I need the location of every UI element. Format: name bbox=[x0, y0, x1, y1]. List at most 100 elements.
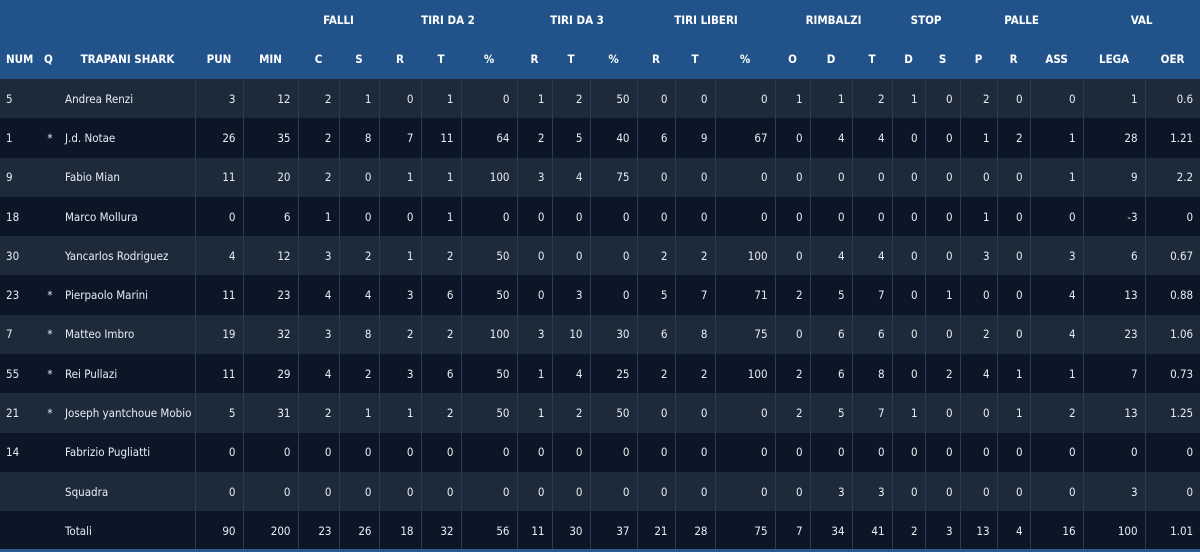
stat-cell: 0 bbox=[551, 432, 591, 472]
stat-cell: 1 bbox=[891, 393, 926, 433]
stat-cell: 0 bbox=[714, 196, 776, 237]
stat-cell: 0 bbox=[809, 196, 853, 237]
stat-cell: 2 bbox=[996, 118, 1031, 158]
stat-cell: 5 bbox=[809, 393, 853, 433]
stat-cell: 1 bbox=[297, 196, 339, 237]
column-header[interactable]: TRAPANI SHARK bbox=[80, 52, 175, 67]
column-header[interactable]: S bbox=[355, 52, 363, 67]
stat-cell: 0 bbox=[959, 471, 998, 512]
stat-cell: 0 bbox=[714, 471, 776, 512]
stat-cell: 6 bbox=[636, 118, 676, 158]
table-row: 5 Andrea Renzi 3 12 2 1 0 1 0 1 2 50 0 0 0 1 1 2 1 0 2 0 0 1 0.6 bbox=[0, 79, 1200, 119]
player-number: 21 bbox=[6, 406, 20, 421]
column-header[interactable]: T bbox=[868, 52, 876, 67]
column-header[interactable]: PUN bbox=[206, 52, 232, 67]
stat-cell: 12 bbox=[242, 79, 298, 119]
stat-cell: 1 bbox=[516, 79, 553, 119]
starter-marker: * bbox=[47, 288, 53, 303]
player-name[interactable]: Fabrizio Pugliatti bbox=[65, 445, 151, 460]
group-header-falli: FALLI bbox=[323, 12, 354, 27]
column-header[interactable]: C bbox=[314, 52, 323, 67]
stat-cell: 0 bbox=[297, 471, 339, 512]
stat-cell: 0 bbox=[714, 79, 776, 119]
stat-cell: 0 bbox=[516, 196, 553, 237]
stat-cell: 2 bbox=[420, 236, 462, 276]
player-name[interactable]: Rei Pullazi bbox=[65, 366, 118, 381]
column-header[interactable]: % bbox=[483, 52, 495, 67]
column-header[interactable]: D bbox=[904, 52, 913, 67]
column-header[interactable]: D bbox=[826, 52, 836, 67]
column-header[interactable]: R bbox=[530, 52, 539, 67]
player-name[interactable]: Pierpaolo Marini bbox=[65, 288, 149, 303]
stat-cell: 3 bbox=[1029, 236, 1084, 276]
starter-marker: * bbox=[47, 130, 53, 145]
stat-cell: 3 bbox=[959, 236, 998, 276]
stat-cell: 6 bbox=[242, 196, 298, 237]
column-header[interactable]: T bbox=[437, 52, 445, 67]
stat-cell: 3 bbox=[194, 79, 243, 119]
stat-cell: 8 bbox=[674, 314, 716, 355]
player-number: 18 bbox=[6, 209, 20, 224]
column-header[interactable]: R bbox=[652, 52, 660, 67]
column-header[interactable]: % bbox=[608, 52, 619, 67]
stat-cell: 1 bbox=[378, 157, 422, 197]
player-name[interactable]: Marco Mollura bbox=[65, 209, 138, 224]
stat-cell: 2 bbox=[297, 118, 339, 158]
player-name[interactable]: Joseph yantchoue Mobio bbox=[65, 406, 192, 421]
player-name[interactable]: J.d. Notae bbox=[65, 130, 116, 145]
stat-cell: 23 bbox=[1082, 314, 1146, 355]
stat-cell: 0 bbox=[959, 275, 998, 315]
stat-cell: 100 bbox=[1082, 511, 1146, 551]
column-header[interactable]: NUM bbox=[6, 52, 34, 67]
column-header[interactable]: Q bbox=[44, 52, 53, 67]
stat-cell: 5 bbox=[809, 275, 853, 315]
stat-cell: 0 bbox=[636, 393, 676, 433]
stat-cell: 2 bbox=[420, 314, 462, 355]
player-name[interactable]: Andrea Renzi bbox=[65, 91, 134, 106]
column-header[interactable]: S bbox=[938, 52, 947, 67]
stat-cell: 9 bbox=[674, 118, 716, 158]
column-header[interactable]: R bbox=[396, 52, 404, 67]
stat-cell: 100 bbox=[714, 354, 776, 394]
column-header[interactable]: OER bbox=[1160, 52, 1185, 67]
stat-cell: 2 bbox=[297, 393, 339, 433]
column-header-row: NUM Q TRAPANI SHARK PUN MIN C S R T% R T% R T% O D T D S P… bbox=[0, 39, 1200, 79]
stat-cell: 67 bbox=[714, 118, 776, 158]
stat-cell: 6 bbox=[420, 275, 462, 315]
starter-marker: * bbox=[47, 366, 53, 381]
stat-cell: 2.2 bbox=[1144, 157, 1200, 197]
column-header[interactable]: T bbox=[691, 52, 699, 67]
column-header[interactable]: MIN bbox=[259, 52, 282, 67]
column-header[interactable]: ASS bbox=[1045, 52, 1068, 67]
stat-cell: 4 bbox=[551, 354, 591, 394]
stat-cell: 1 bbox=[891, 79, 926, 119]
stat-cell: 0 bbox=[1144, 471, 1200, 512]
player-number: 7 bbox=[6, 327, 13, 342]
column-header[interactable]: P bbox=[974, 52, 983, 67]
stat-cell: 0 bbox=[1029, 79, 1084, 119]
stat-cell: 0 bbox=[1029, 432, 1084, 472]
column-header[interactable]: LEGA bbox=[1099, 52, 1130, 67]
column-header[interactable]: T bbox=[567, 52, 575, 67]
stat-cell: 1.21 bbox=[1144, 118, 1200, 158]
stat-cell: 0 bbox=[338, 157, 380, 197]
stat-cell: 0 bbox=[891, 196, 926, 237]
stat-cell: 4 bbox=[996, 511, 1031, 551]
column-header[interactable]: O bbox=[788, 52, 797, 67]
player-name[interactable]: Fabio Mian bbox=[65, 170, 120, 185]
column-header[interactable]: R bbox=[1009, 52, 1018, 67]
stat-cell: 0 bbox=[851, 432, 893, 472]
player-name[interactable]: Matteo Imbro bbox=[65, 327, 135, 342]
stat-cell: 71 bbox=[714, 275, 776, 315]
column-header[interactable]: % bbox=[739, 52, 751, 67]
stat-cell: 3 bbox=[516, 314, 553, 355]
stat-cell: 7 bbox=[851, 393, 893, 433]
stat-cell: 0 bbox=[891, 471, 926, 512]
stat-cell: 11 bbox=[194, 275, 243, 315]
stat-cell: 64 bbox=[460, 118, 518, 158]
player-name[interactable]: Yancarlos Rodriguez bbox=[65, 248, 169, 263]
stat-cell: 0 bbox=[589, 275, 638, 315]
stat-cell: 12 bbox=[242, 236, 298, 276]
stat-cell: 30 bbox=[589, 314, 638, 355]
stat-cell: 0 bbox=[891, 354, 926, 394]
